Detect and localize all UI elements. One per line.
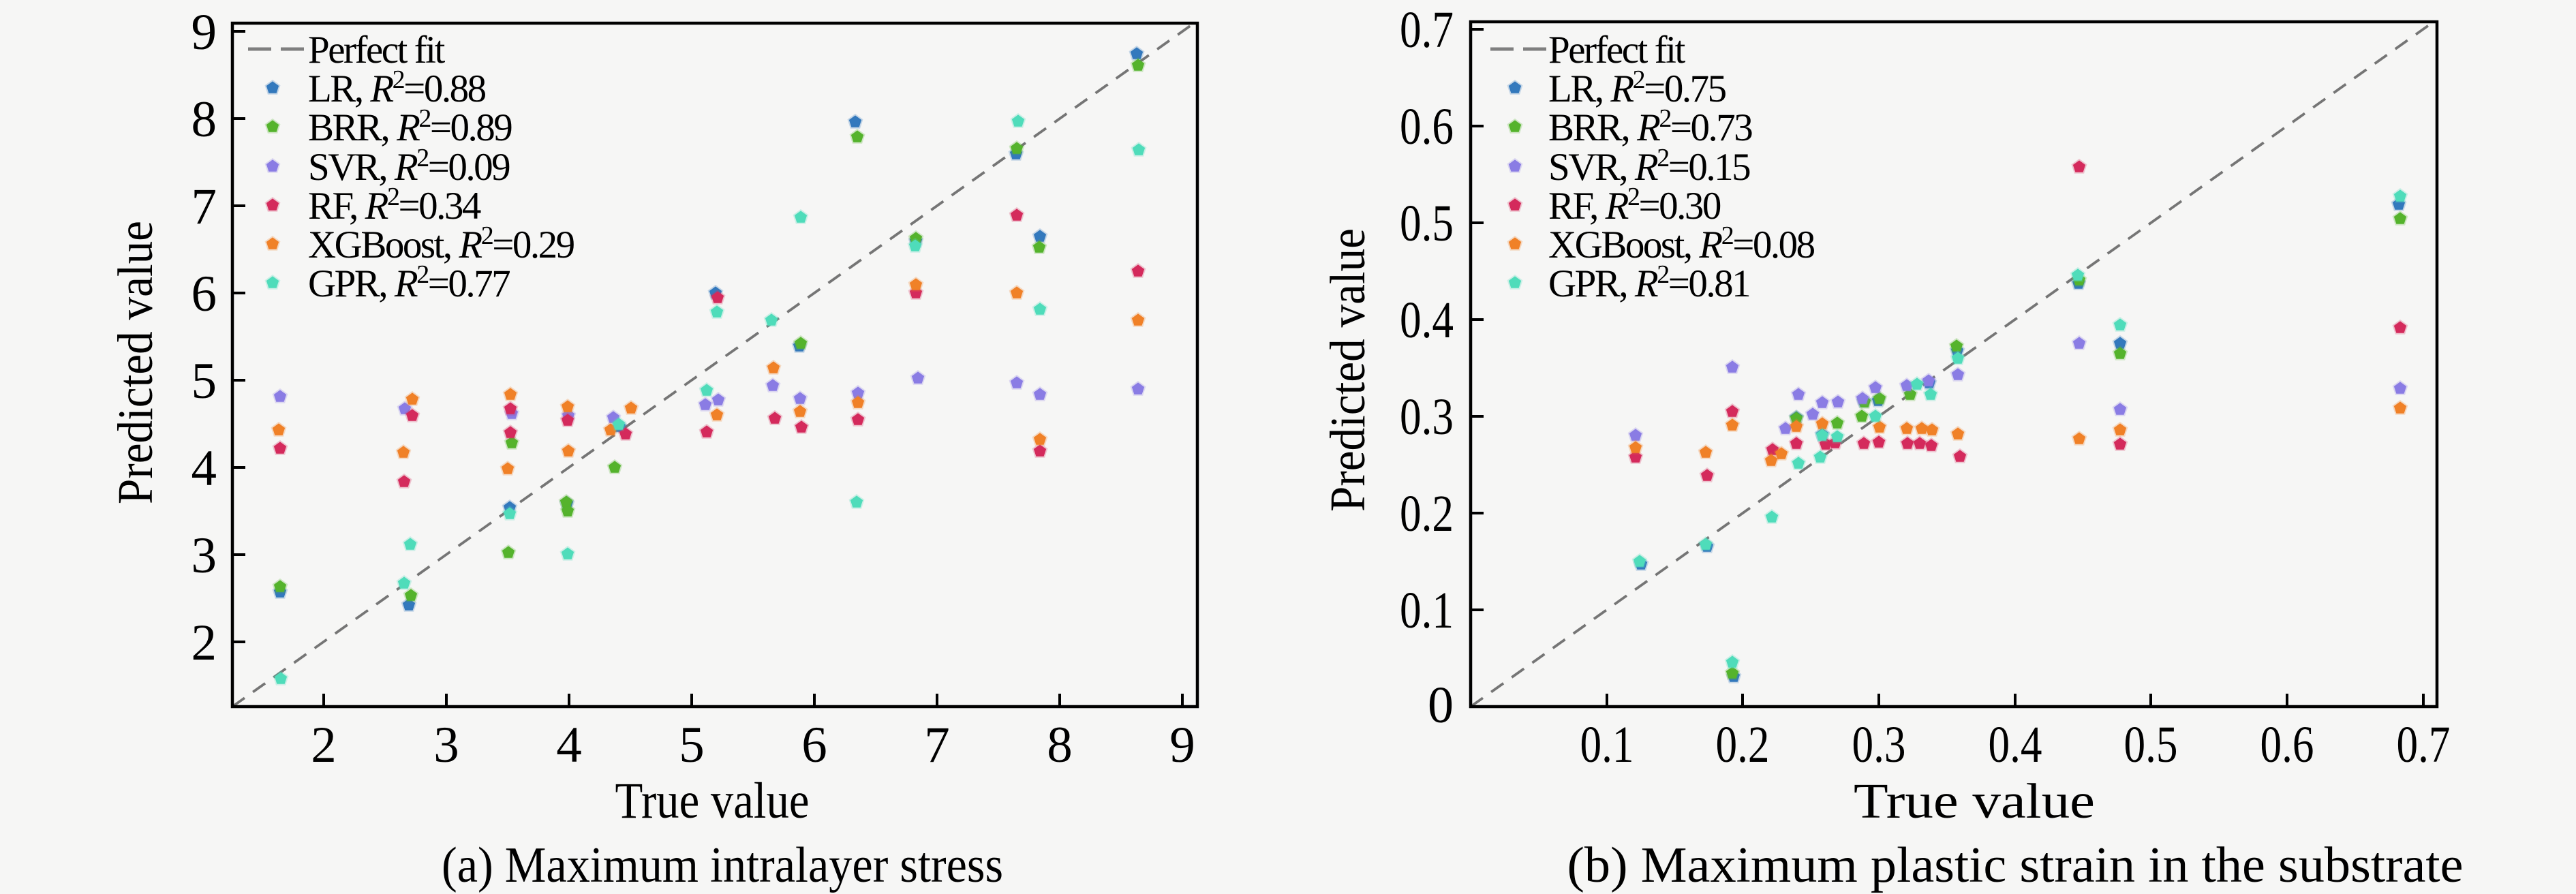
svg-text:(a) Maximum intralayer stress: (a) Maximum intralayer stress — [442, 837, 1003, 893]
svg-text:0.2: 0.2 — [1400, 485, 1454, 542]
svg-text:True value: True value — [1854, 773, 2095, 829]
svg-text:LR, R2=0.75: LR, R2=0.75 — [1548, 65, 1726, 110]
svg-text:Perfect fit: Perfect fit — [1548, 29, 1685, 72]
svg-text:6: 6 — [191, 266, 217, 322]
svg-text:8: 8 — [1047, 717, 1073, 773]
svg-text:0.7: 0.7 — [2397, 716, 2451, 773]
svg-text:Predicted value: Predicted value — [108, 221, 163, 504]
svg-text:0.5: 0.5 — [1400, 195, 1454, 252]
svg-text:(b) Maximum plastic strain in: (b) Maximum plastic strain in the substr… — [1567, 837, 2464, 893]
svg-text:2: 2 — [191, 615, 217, 671]
svg-text:XGBoost, R2=0.08: XGBoost, R2=0.08 — [1548, 221, 1815, 266]
svg-text:Predicted value: Predicted value — [1320, 228, 1375, 512]
svg-text:0.5: 0.5 — [2124, 716, 2178, 773]
svg-text:0.4: 0.4 — [1400, 292, 1454, 349]
svg-text:XGBoost, R2=0.29: XGBoost, R2=0.29 — [308, 221, 574, 266]
svg-text:0.6: 0.6 — [1400, 98, 1454, 155]
svg-text:SVR, R2=0.09: SVR, R2=0.09 — [308, 144, 510, 189]
svg-text:5: 5 — [679, 717, 705, 773]
svg-text:RF, R2=0.30: RF, R2=0.30 — [1548, 183, 1721, 228]
svg-text:3: 3 — [433, 717, 459, 773]
svg-text:0.3: 0.3 — [1852, 716, 1906, 773]
svg-text:RF, R2=0.34: RF, R2=0.34 — [308, 183, 481, 228]
svg-text:8: 8 — [191, 91, 217, 148]
svg-text:GPR, R2=0.77: GPR, R2=0.77 — [308, 260, 510, 305]
svg-text:0.7: 0.7 — [1400, 1, 1454, 59]
svg-text:0.4: 0.4 — [1989, 716, 2042, 773]
svg-text:5: 5 — [191, 353, 217, 410]
svg-text:True value: True value — [615, 773, 810, 829]
svg-text:0.1: 0.1 — [1400, 582, 1454, 639]
svg-text:0.2: 0.2 — [1716, 716, 1770, 773]
svg-text:SVR, R2=0.15: SVR, R2=0.15 — [1548, 144, 1750, 189]
svg-text:BRR, R2=0.73: BRR, R2=0.73 — [1548, 104, 1752, 149]
svg-text:6: 6 — [801, 717, 827, 773]
svg-text:9: 9 — [191, 4, 217, 61]
svg-text:3: 3 — [191, 527, 217, 584]
svg-text:0.6: 0.6 — [2260, 716, 2314, 773]
svg-text:7: 7 — [191, 179, 217, 235]
svg-text:BRR, R2=0.89: BRR, R2=0.89 — [308, 104, 512, 149]
svg-text:4: 4 — [191, 440, 217, 497]
svg-text:0: 0 — [1428, 677, 1454, 734]
svg-text:2: 2 — [311, 717, 337, 773]
svg-text:Perfect fit: Perfect fit — [308, 29, 445, 72]
svg-text:GPR, R2=0.81: GPR, R2=0.81 — [1548, 260, 1749, 305]
svg-text:9: 9 — [1169, 717, 1195, 773]
svg-text:7: 7 — [924, 717, 950, 773]
svg-text:0.3: 0.3 — [1400, 388, 1454, 446]
svg-text:0.1: 0.1 — [1580, 716, 1634, 773]
svg-text:4: 4 — [556, 717, 582, 773]
